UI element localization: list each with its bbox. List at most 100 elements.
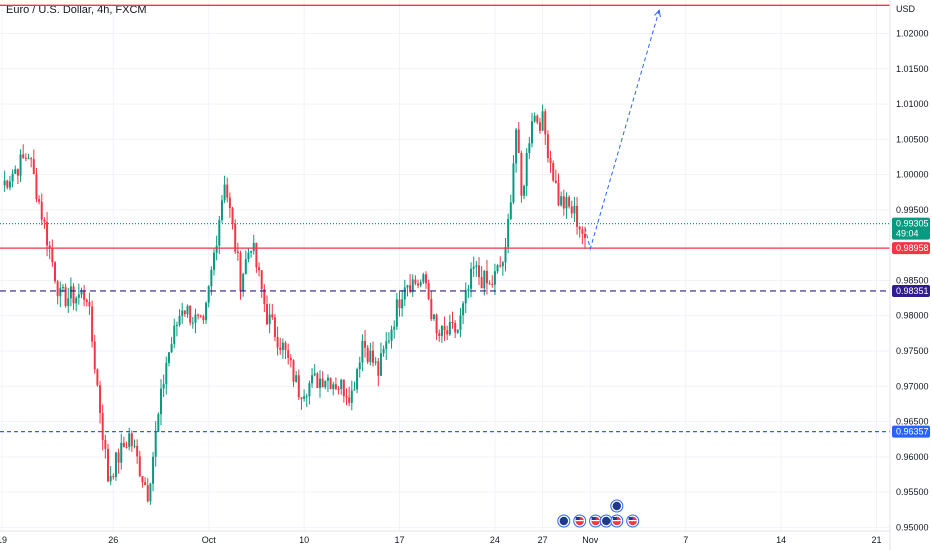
candle-body	[32, 159, 35, 174]
price-tag[interactable]	[892, 242, 930, 255]
candle-body	[223, 184, 226, 201]
candle-body	[11, 173, 14, 182]
candle-body	[438, 333, 441, 337]
candle-body	[340, 379, 343, 390]
candle-body	[19, 154, 22, 176]
projection-path[interactable]	[584, 10, 660, 251]
candle-body	[144, 482, 147, 486]
time-tick-label: 21	[871, 535, 881, 545]
candle-body	[509, 202, 512, 219]
candle-body	[496, 265, 499, 272]
candle-body	[173, 325, 176, 345]
time-tick-label: 14	[776, 535, 786, 545]
candle-body	[114, 452, 117, 477]
price-tag[interactable]	[892, 284, 930, 297]
candle-body	[242, 273, 245, 292]
candle-body	[390, 329, 393, 341]
time-tick-label: 19	[0, 535, 7, 545]
candle-body	[30, 158, 33, 160]
candle-body	[109, 476, 112, 482]
candle-body	[194, 314, 197, 323]
candle-body	[356, 369, 359, 390]
us-flag-stripe	[628, 520, 637, 522]
candle-body	[284, 342, 287, 351]
candle-body	[562, 196, 565, 209]
candle-body	[213, 252, 215, 270]
candle-body	[319, 378, 321, 388]
candle-body	[501, 262, 504, 267]
candle-body	[67, 298, 70, 306]
price-tick-label: 0.99500	[896, 205, 929, 215]
candle-body	[430, 298, 433, 319]
candle-body	[531, 121, 533, 144]
candle-body	[369, 350, 372, 363]
time-tick-label: 27	[538, 535, 548, 545]
candle-body	[130, 433, 133, 446]
candle-body	[406, 285, 409, 288]
candle-body	[456, 329, 459, 333]
candle-body	[244, 259, 247, 274]
candle-body	[366, 347, 369, 363]
candle-body	[382, 348, 385, 354]
candle-body	[560, 196, 563, 206]
price-tick-label: 0.97000	[896, 381, 929, 391]
candle-body	[292, 360, 295, 382]
candle-body	[16, 169, 19, 176]
time-tick-label: 26	[108, 535, 118, 545]
candle-body	[570, 206, 573, 214]
eu-flag-icon	[559, 516, 568, 526]
candle-body	[165, 362, 168, 385]
candle-body	[210, 269, 213, 287]
candle-body	[85, 299, 88, 302]
us-flag-canton	[612, 517, 617, 520]
price-tag[interactable]	[892, 217, 930, 240]
candle-body	[271, 314, 274, 318]
candle-body	[353, 389, 356, 391]
us-flag-canton	[628, 517, 633, 520]
candle-body	[493, 271, 496, 285]
price-tag-label: 0.98958	[896, 243, 929, 253]
candle-body	[112, 476, 115, 478]
time-tick-label: 7	[683, 535, 688, 545]
us-flag-stripe	[575, 520, 584, 522]
candle-body	[191, 322, 194, 324]
candle-body	[199, 315, 202, 317]
candle-body	[258, 267, 261, 271]
candle-body	[154, 432, 157, 457]
candle-body	[546, 134, 549, 159]
candle-body	[483, 270, 486, 289]
price-tag-countdown: 49:04	[896, 229, 919, 239]
candle-body	[573, 205, 576, 214]
candle-body	[576, 205, 579, 227]
candle-body	[236, 251, 239, 254]
candle-body	[61, 287, 64, 289]
candle-body	[485, 270, 488, 284]
candle-body	[581, 229, 584, 234]
candle-body	[72, 286, 75, 304]
candle-body	[96, 369, 99, 386]
price-tag-label: 0.96357	[896, 427, 929, 437]
candle-body	[276, 336, 279, 348]
candle-body	[186, 305, 189, 315]
candle-body	[27, 158, 30, 160]
price-tag[interactable]	[892, 425, 930, 438]
candle-body	[93, 341, 96, 370]
candle-body	[538, 122, 541, 131]
price-tag-label: 0.98351	[896, 286, 929, 296]
time-tick-label: Nov	[582, 535, 599, 545]
candle-body	[578, 226, 581, 230]
candle-body	[250, 250, 253, 253]
candle-body	[308, 383, 311, 397]
candle-body	[35, 173, 38, 200]
candle-body	[364, 340, 367, 348]
candle-body	[411, 279, 414, 292]
candle-body	[520, 152, 523, 196]
price-tick-label: 0.96500	[896, 417, 929, 427]
candle-body	[345, 396, 348, 398]
candle-body	[334, 384, 337, 389]
price-tick-label: 1.00000	[896, 170, 929, 180]
candle-body	[162, 384, 165, 389]
candle-body	[464, 290, 467, 304]
